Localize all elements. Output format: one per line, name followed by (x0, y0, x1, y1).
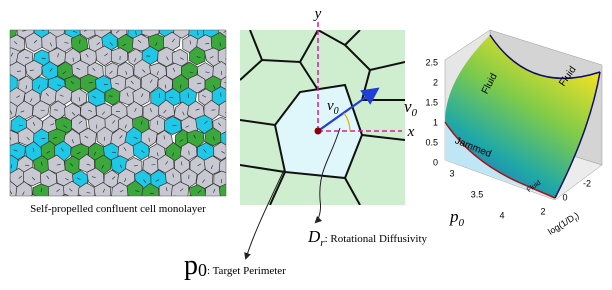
description: : Target Perimeter (207, 265, 286, 277)
y-label: y (313, 6, 322, 22)
phase-plot: Fluid Fluid Jammed Fluid v0 p0 log(1/Dr)… (404, 30, 602, 239)
cell-closeup (240, 30, 405, 205)
cell (105, 88, 120, 105)
polarity (235, 148, 238, 150)
polarity (5, 30, 9, 31)
polarity (17, 203, 18, 207)
polarity (182, 27, 185, 29)
cell-center (315, 128, 322, 135)
polarity (228, 192, 232, 193)
perimeter-label: p0: Target Perimeter (184, 250, 286, 281)
v-tick-label: 0.5 (425, 137, 438, 147)
subscript: 0 (459, 217, 465, 229)
cell (33, 184, 50, 202)
cell (212, 196, 230, 216)
cell (111, 48, 127, 65)
polarity (53, 28, 57, 29)
symbol: D (307, 227, 321, 246)
polarity (232, 70, 236, 72)
polarity (218, 203, 220, 207)
polarity (233, 41, 237, 43)
p-axis-label: p0 (449, 207, 465, 229)
p-tick-label: 3 (449, 168, 454, 178)
cell-monolayer (0, 19, 245, 216)
subscript: 0 (198, 260, 207, 280)
v-tick-label: 2 (433, 77, 438, 87)
polarity (7, 81, 10, 84)
v-axis-label: v0 (404, 97, 418, 119)
p-tick-label: 3.5 (471, 189, 484, 199)
subscript: 0 (412, 107, 418, 119)
polarity (232, 125, 236, 127)
figure: Self-propelled confluent cell monolayer … (0, 0, 612, 290)
cell (9, 198, 27, 216)
polarity (235, 178, 239, 179)
d-axis-label: log(1/Dr) (546, 210, 582, 239)
d-tick-label: -2 (583, 178, 591, 188)
cell (48, 183, 65, 202)
v-tick-label: 0 (433, 157, 438, 167)
cell (214, 142, 229, 160)
x-label: x (407, 124, 415, 140)
caption: Self-propelled confluent cell monolayer (30, 203, 206, 215)
v-tick-label: 2.5 (425, 57, 438, 67)
d-tick-label: 0 (562, 192, 567, 202)
cell (219, 183, 236, 201)
symbol: p (449, 207, 459, 226)
subscript: 0 (334, 106, 339, 117)
v-tick-label: 1.5 (425, 97, 438, 107)
v-tick-label: 1 (433, 117, 438, 127)
p-tick-label: 4 (499, 210, 504, 220)
polarity (151, 27, 154, 29)
description: : Rotational Diffusivity (325, 233, 428, 245)
diffusivity-label: Dr: Rotational Diffusivity (307, 227, 428, 249)
polarity (228, 139, 229, 143)
symbol: p (184, 250, 198, 281)
label: log(1/D (546, 213, 576, 237)
d-tick-label: 2 (540, 206, 545, 216)
